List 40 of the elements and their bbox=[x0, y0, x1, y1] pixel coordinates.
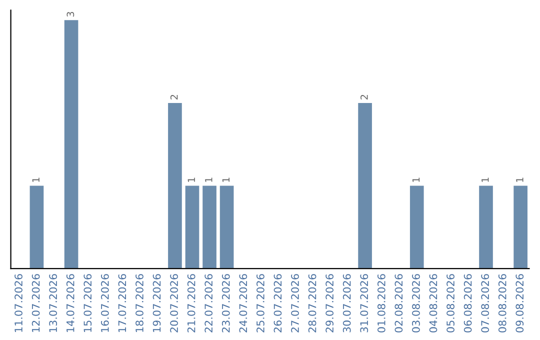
data-label: 1 bbox=[482, 178, 489, 182]
x-tick-label: 16.07.2026 bbox=[100, 274, 109, 332]
x-tick-label: 09.08.2026 bbox=[516, 274, 524, 332]
x-tick-label: 29.07.2026 bbox=[326, 274, 334, 332]
data-label: 1 bbox=[188, 178, 195, 182]
x-tick-label: 28.07.2026 bbox=[308, 274, 316, 332]
x-tick-label: 30.07.2026 bbox=[342, 274, 351, 332]
data-label: 1 bbox=[32, 178, 40, 182]
x-tick-label: 11.07.2026 bbox=[14, 274, 22, 332]
x-tick-label: 22.07.2026 bbox=[204, 274, 213, 332]
x-tick-label: 02.08.2026 bbox=[394, 274, 403, 332]
x-tick-label: 15.07.2026 bbox=[84, 274, 92, 332]
x-tick-label: 31.07.2026 bbox=[360, 274, 368, 332]
data-label: 1 bbox=[222, 178, 230, 182]
data-label: 3 bbox=[66, 12, 74, 17]
x-tick-label: 12.07.2026 bbox=[32, 274, 40, 332]
x-tick-label: 23.07.2026 bbox=[222, 274, 230, 332]
x-tick-label: 17.07.2026 bbox=[118, 274, 126, 332]
x-tick-label: 25.07.2026 bbox=[256, 274, 264, 332]
x-tick-label: 05.08.2026 bbox=[446, 274, 454, 332]
data-label: 1 bbox=[205, 178, 212, 182]
x-tick-label: 13.07.2026 bbox=[49, 274, 58, 332]
data-label: 2 bbox=[170, 94, 178, 100]
x-tick-label: 19.07.2026 bbox=[152, 274, 161, 332]
data-label: 1 bbox=[516, 178, 524, 182]
x-tick-label: 07.08.2026 bbox=[481, 274, 490, 332]
x-tick-label: 24.07.2026 bbox=[239, 274, 248, 332]
x-tick-label: 06.08.2026 bbox=[464, 274, 472, 332]
x-tick-label: 26.07.2026 bbox=[274, 274, 282, 332]
x-tick-label: 21.07.2026 bbox=[187, 274, 196, 332]
x-tick-label: 14.07.2026 bbox=[66, 274, 74, 332]
data-label: 2 bbox=[360, 94, 368, 100]
x-tick-label: 18.07.2026 bbox=[136, 274, 144, 332]
x-tick-label: 08.08.2026 bbox=[498, 274, 506, 332]
x-tick-label: 27.07.2026 bbox=[291, 274, 299, 332]
x-tick-label: 04.08.2026 bbox=[429, 274, 438, 332]
x-tick-label: 20.07.2026 bbox=[170, 274, 178, 332]
x-tick-label: 01.08.2026 bbox=[377, 274, 386, 332]
x-tick-label: 03.08.2026 bbox=[412, 274, 420, 332]
data-label: 1 bbox=[412, 178, 420, 182]
